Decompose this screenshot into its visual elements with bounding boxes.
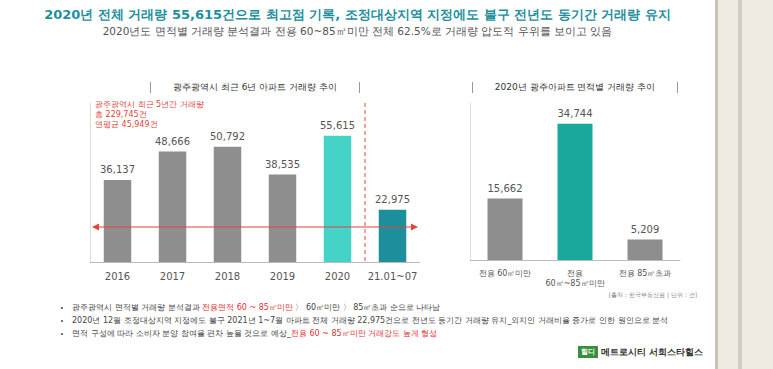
svg-text:38,535: 38,535 — [265, 159, 300, 170]
html-text:2020년 광주아파트 면적별 거래량 추이: 2020년 광주아파트 면적별 거래량 추이 — [494, 82, 656, 92]
html-text:광주광역시 최근 5년간 거래량: 광주광역시 최근 5년간 거래량 — [95, 100, 204, 109]
svg-text:2016: 2016 — [105, 271, 130, 282]
svg-text:55,615: 55,615 — [320, 120, 355, 131]
html-text:총 229,745건: 총 229,745건 — [95, 110, 147, 119]
html-text:힐디: 힐디 — [580, 348, 595, 356]
svg-text:34,744: 34,744 — [558, 108, 593, 119]
svg-text:2020: 2020 — [325, 271, 350, 282]
svg-text:48,666: 48,666 — [155, 136, 190, 147]
html-text:2020년 12월 조정대상지역 지정에도 불구 2021년: 2020년 12월 조정대상지역 지정에도 불구 2021년 1~7월 아파트 … — [72, 316, 669, 325]
html-text:2020년 전체 거래량 55,615건으로 최고점 기록,: 2020년 전체 거래량 55,615건으로 최고점 기록, 조정대상지역 지정… — [44, 7, 671, 22]
html-text:[출처 : 한국부동산원 | 단위 : 건]: [출처 : 한국부동산원 | 단위 : 건] — [608, 291, 697, 298]
svg-text:5,209: 5,209 — [631, 224, 660, 235]
html-text:광주광역시 면적별 거래량 분석결과전용면적 60 ~ 85: 광주광역시 면적별 거래량 분석결과전용면적 60 ~ 85㎡미만〉 60㎡미만… — [72, 303, 441, 312]
svg-text:21.01~07: 21.01~07 — [368, 271, 418, 282]
html-text:면적 구성에 따라 소비자 분양 참여율 편차 높을 것으로: 면적 구성에 따라 소비자 분양 참여율 편차 높을 것으로 예상_전용 60 … — [72, 329, 438, 338]
svg-text:15,662: 15,662 — [488, 183, 523, 194]
svg-text:36,137: 36,137 — [100, 164, 135, 175]
svg-text:2017: 2017 — [160, 271, 185, 282]
svg-text:22,975: 22,975 — [375, 194, 410, 205]
html-text:2020년도 면적별 거래량 분석결과 전용 60~85㎡미: 2020년도 면적별 거래량 분석결과 전용 60~85㎡미만 전체 62.5%… — [102, 25, 613, 37]
html-text:연평균 45,949건: 연평균 45,949건 — [95, 120, 158, 129]
svg-text:50,792: 50,792 — [210, 131, 245, 142]
svg-text:2018: 2018 — [215, 271, 240, 282]
svg-text:60㎡~85㎡미만: 60㎡~85㎡미만 — [545, 279, 604, 288]
svg-text:전용 60㎡미만: 전용 60㎡미만 — [479, 269, 532, 278]
svg-text:2019: 2019 — [270, 271, 295, 282]
svg-text:전용: 전용 — [567, 269, 583, 278]
svg-text:전용 85㎡초과: 전용 85㎡초과 — [619, 269, 672, 278]
html-text:메트로시티 서희스타힐스: 메트로시티 서희스타힐스 — [600, 347, 703, 357]
html-text:광주광역시 최근 6년 아파트 거래량 추이: 광주광역시 최근 6년 아파트 거래량 추이 — [173, 82, 337, 92]
